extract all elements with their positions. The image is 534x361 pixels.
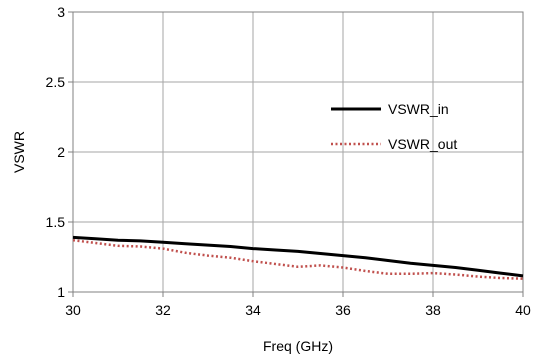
legend-label-vswr-out: VSWR_out xyxy=(388,136,457,152)
x-tick-label: 40 xyxy=(515,302,531,318)
plot-frame xyxy=(72,11,524,293)
x-tick-label: 32 xyxy=(155,302,171,318)
series-layer xyxy=(72,235,524,280)
series-line-vswr-in xyxy=(72,235,524,278)
y-tick-label: 1.5 xyxy=(46,214,66,230)
x-tick-label: 38 xyxy=(425,302,441,318)
y-tick-label: 3 xyxy=(57,4,65,20)
x-tick-labels: 30 32 34 36 38 40 xyxy=(65,302,531,318)
y-tick-labels: 1 1.5 2 2.5 3 xyxy=(46,4,66,300)
y-axis-title: VSWR xyxy=(11,131,27,173)
x-axis-title: Freq (GHz) xyxy=(263,338,333,354)
series-line-vswr-out xyxy=(72,238,524,280)
legend-label-vswr-in: VSWR_in xyxy=(388,101,449,117)
y-tick-label: 1 xyxy=(57,284,65,300)
grid xyxy=(68,11,524,297)
x-tick-label: 36 xyxy=(335,302,351,318)
y-tick-label: 2.5 xyxy=(46,74,66,90)
legend: VSWR_in VSWR_out xyxy=(331,101,457,152)
y-tick-label: 2 xyxy=(57,144,65,160)
x-tick-label: 34 xyxy=(245,302,261,318)
x-tick-label: 30 xyxy=(65,302,81,318)
